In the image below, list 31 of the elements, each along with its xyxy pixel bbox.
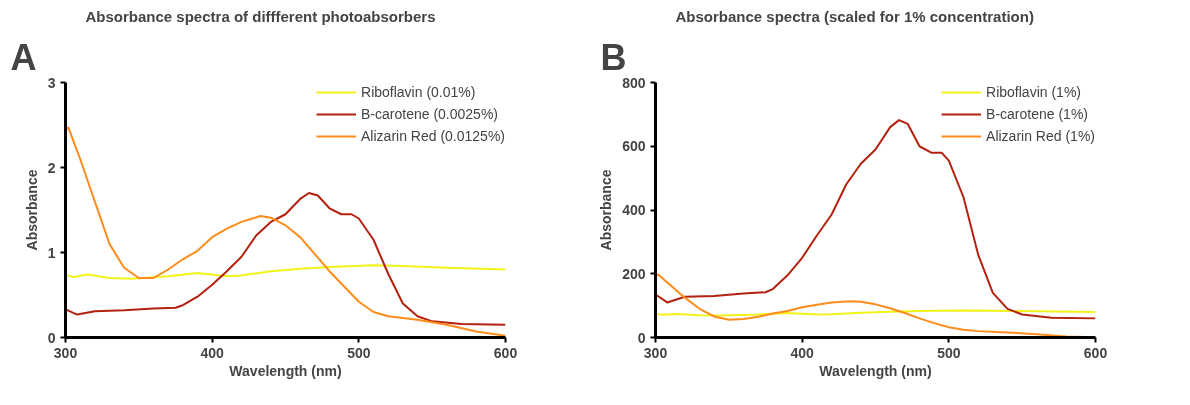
- x-tick-label: 400: [790, 344, 815, 361]
- x-tick-label: 500: [347, 344, 371, 361]
- line-series: [65, 264, 506, 280]
- x-tick-label: 300: [53, 344, 78, 361]
- legend-label: Alizarin Red (1%): [986, 128, 1095, 144]
- y-axis-title: Absorbance: [598, 169, 615, 251]
- line-series: [65, 192, 506, 326]
- chart-title: Absorbance spectra (scaled for 1% concentration): [675, 7, 1034, 25]
- x-tick-label: 600: [493, 344, 518, 361]
- y-tick-label: 400: [622, 202, 646, 218]
- y-tick-label: 1: [47, 244, 56, 261]
- y-tick-label: 0: [47, 329, 56, 346]
- x-axis-title: Wavelength (nm): [229, 362, 342, 379]
- y-tick-label: 2: [47, 159, 56, 176]
- y-tick-label: 600: [622, 138, 646, 155]
- y-tick-label: 0: [637, 329, 646, 346]
- x-axis-title: Wavelength (nm): [819, 362, 932, 379]
- chart-title: Absorbance spectra of diffferent photoabsorbers: [85, 7, 436, 25]
- x-tick-label: 600: [1083, 344, 1108, 361]
- x-tick-label: 300: [643, 344, 668, 361]
- x-tick-label: 500: [937, 344, 961, 361]
- x-tick-label: 400: [200, 344, 225, 361]
- legend-label: B-carotene (0.0025%): [361, 106, 498, 122]
- text: A: [10, 36, 37, 78]
- y-tick-label: 200: [622, 265, 646, 282]
- y-axis-title: Absorbance: [23, 169, 40, 251]
- legend-label: B-carotene (1%): [986, 106, 1088, 122]
- legend-label: Alizarin Red (0.0125%): [361, 128, 505, 144]
- legend-label: Riboflavin (0.01%): [361, 84, 476, 100]
- legend-label: Riboflavin (1%): [986, 84, 1081, 100]
- y-tick-label: 3: [47, 74, 56, 91]
